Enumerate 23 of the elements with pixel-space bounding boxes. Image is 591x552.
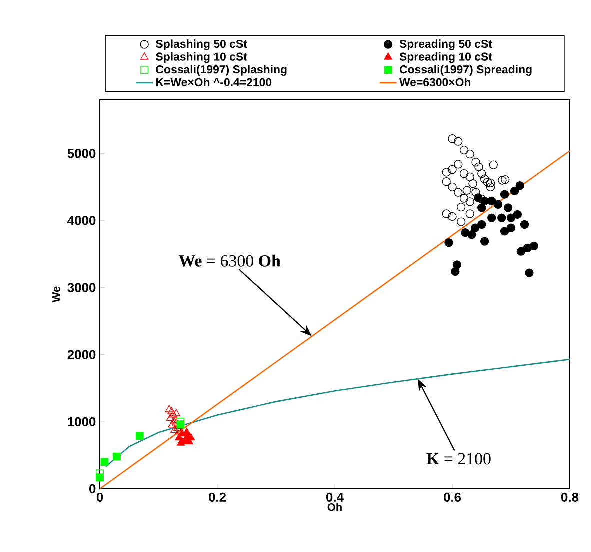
y-tick-label: 4000 [68,216,96,226]
x-tick-label: 0.4 [326,492,344,502]
legend-label: Splashing 10 cSt [156,52,248,64]
legend-label: K=We×Oh ^-0.4=2100 [156,78,272,86]
legend-label: Cossali(1997) Splashing [156,65,287,76]
y-tick-label: 2000 [68,350,96,360]
y-tick-label: 3000 [68,283,96,292]
x-tick-label: 0.2 [209,492,226,502]
annotation: We = 6300 Oh [178,254,281,267]
legend-label: Cossali(1997) Spreading [400,65,532,76]
legend-label: Spreading 10 cSt [400,52,492,64]
y-axis-title: We [52,286,60,303]
y-tick-label: 5000 [68,149,96,158]
x-tick-label: 0 [96,492,104,502]
legend-label: Splashing 50 cSt [156,40,248,50]
x-axis-title: Oh [328,503,342,512]
legend-label: Spreading 50 cSt [400,40,492,50]
annotation: K = 2100 [426,453,491,465]
y-tick-label: 0 [89,484,96,494]
x-tick-label: 0.6 [444,492,462,502]
y-tick-label: 1000 [68,417,96,427]
legend-label: We=6300×Oh [400,78,471,86]
x-tick-label: 0.8 [562,492,579,502]
